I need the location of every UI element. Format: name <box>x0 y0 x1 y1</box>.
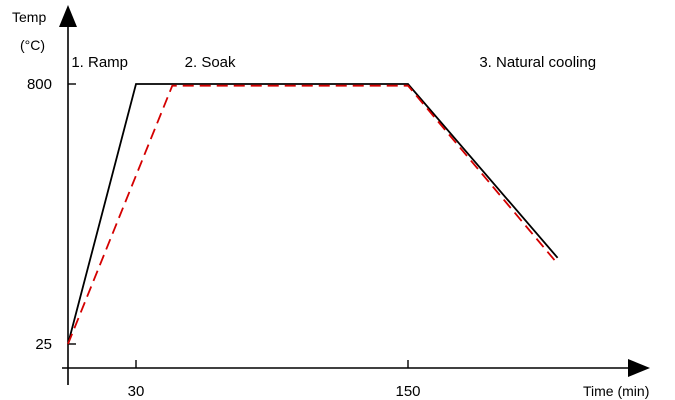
y-tick-label: 800 <box>27 76 52 93</box>
y-axis-arrow-icon <box>59 5 77 27</box>
solid-series-line <box>67 83 559 345</box>
x-axis-arrow-icon <box>628 359 650 377</box>
series-lines <box>67 83 559 345</box>
x-tick-label: 150 <box>395 383 420 400</box>
tick-marks: 30 150 25 800 <box>27 76 421 400</box>
phase-labels: 1. Ramp 2. Soak 3. Natural cooling <box>71 54 596 71</box>
x-axis-title: Time (min) <box>583 383 649 399</box>
dashed-series-line <box>67 84 559 345</box>
phase-label: 3. Natural cooling <box>479 54 596 71</box>
y-axis-title-line-1: Temp <box>12 9 46 25</box>
y-axis-title-line-2: (°C) <box>20 37 45 53</box>
y-tick-label: 25 <box>35 336 52 353</box>
x-tick-label: 30 <box>128 383 145 400</box>
phase-label: 2. Soak <box>185 54 236 71</box>
y-axis-title: Temp (°C) <box>12 9 46 53</box>
axes <box>59 5 650 385</box>
phase-label: 1. Ramp <box>71 54 128 71</box>
